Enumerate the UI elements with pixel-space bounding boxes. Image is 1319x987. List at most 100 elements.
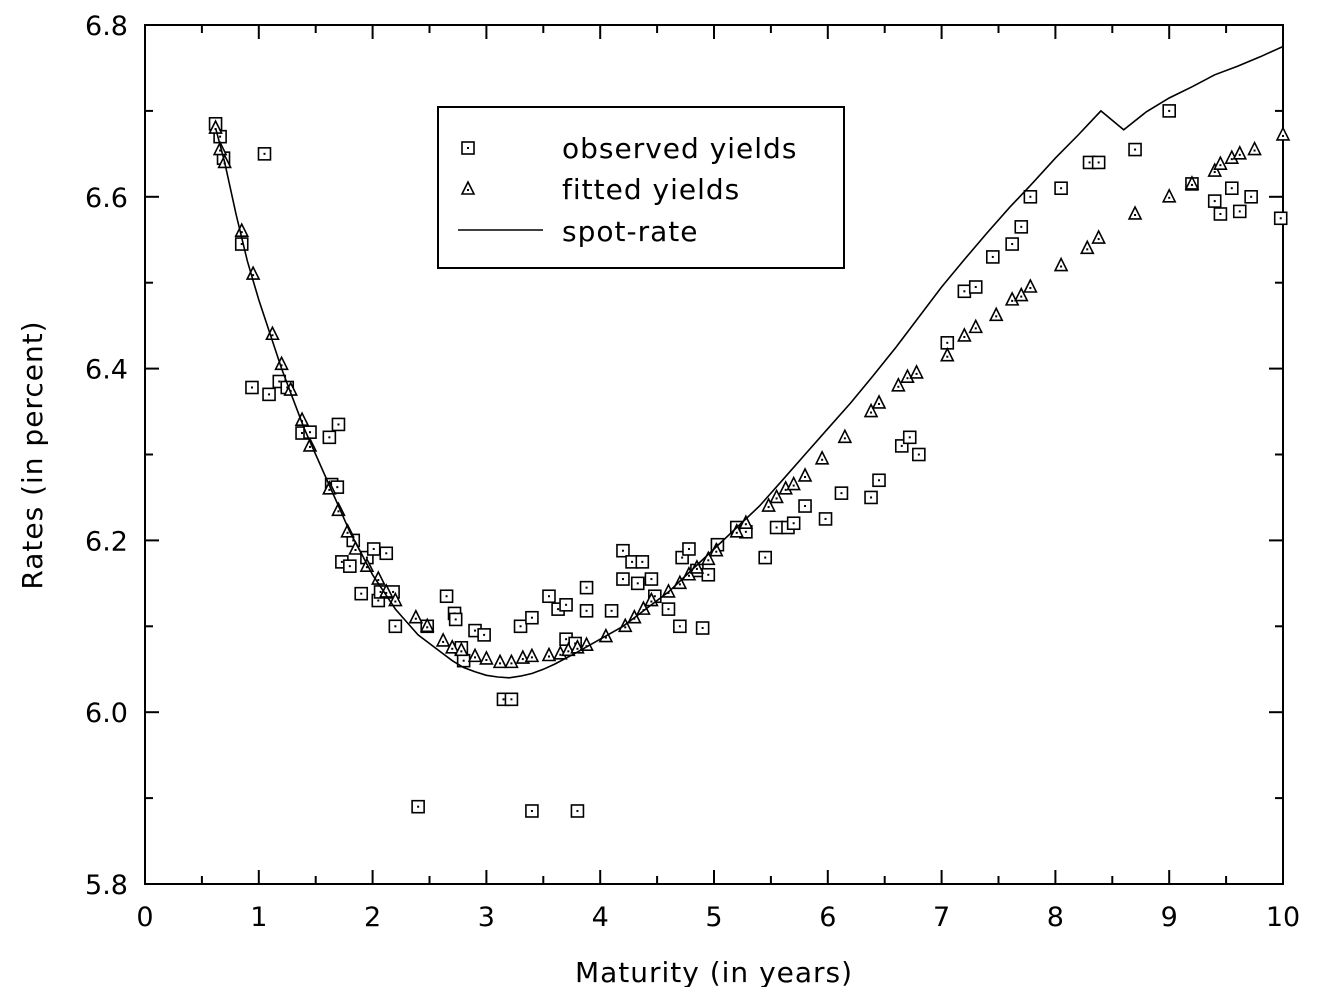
x-tick-label: 5 (705, 902, 722, 933)
observed-point-dot (707, 573, 710, 576)
fitted-point (1207, 162, 1223, 177)
fitted-point (283, 381, 298, 396)
x-tick-label: 7 (933, 902, 950, 933)
observed-point-dot (653, 595, 656, 598)
observed-point-dot (792, 522, 795, 525)
fitted-point (1127, 205, 1143, 220)
observed-point-dot (650, 578, 653, 581)
fitted-point-dot (870, 411, 873, 414)
observed-point-dot (240, 243, 243, 246)
fitted-point-dot (843, 437, 846, 440)
fitted-point (1275, 126, 1291, 141)
observed-point-dot (467, 147, 469, 149)
y-tick-label: 6.2 (85, 526, 128, 557)
fitted-point-dot (735, 531, 738, 534)
y-tick-label: 6.4 (85, 355, 128, 386)
fitted-point (212, 140, 228, 156)
series-spot-rate (214, 45, 1284, 679)
observed-point-dot (392, 590, 395, 593)
fitted-point (294, 411, 310, 426)
fitted-point-dot (1060, 265, 1063, 268)
observed-point-dot (1097, 161, 1100, 164)
fitted-point (1004, 291, 1020, 306)
observed-point-dot (1134, 148, 1137, 151)
observed-point-dot (621, 549, 624, 552)
fitted-point (579, 636, 594, 651)
legend-entry: observed yields (461, 132, 797, 165)
observed-point-dot (1168, 109, 1171, 112)
observed-point-dot (483, 633, 486, 636)
fitted-point-dot (1011, 299, 1014, 302)
observed-point-dot (681, 556, 684, 559)
observed-point-dot (621, 578, 624, 581)
legend-label: observed yields (562, 132, 797, 165)
observed-point-dot (417, 805, 420, 808)
fitted-point (891, 376, 906, 392)
fitted-point-dot (1253, 149, 1256, 152)
fitted-point-dot (426, 626, 429, 629)
fitted-point-dot (995, 315, 998, 318)
spot-rate-line (214, 45, 1284, 679)
observed-point-dot (1250, 195, 1253, 198)
fitted-point-dot (485, 658, 488, 661)
observed-point-dot (372, 547, 375, 550)
observed-point-dot (263, 152, 266, 155)
observed-point-dot (301, 432, 304, 435)
fitted-point-dot (1086, 248, 1089, 251)
x-tick-label: 0 (136, 902, 153, 933)
fitted-point (419, 617, 435, 633)
fitted-point-dot (1097, 238, 1100, 241)
fitted-point (479, 650, 494, 665)
fitted-point (1053, 256, 1069, 272)
observed-point-dot (1088, 161, 1091, 164)
observed-point-dot (631, 560, 634, 563)
observed-point-dot (454, 618, 457, 621)
fitted-point-dot (906, 377, 909, 380)
x-tick-label: 1 (250, 902, 267, 933)
axis-tick-labels: 0 1 2 3 4 5 6 7 8 9 10 5.8 6.0 6.2 6.4 6.6 6.8 (85, 11, 1300, 933)
observed-point-dot (574, 642, 577, 645)
observed-point-dot (744, 530, 747, 533)
fitted-point-dot (897, 385, 900, 388)
observed-point-dot (1011, 243, 1014, 246)
legend: observed yields fitted yields spot-rate (437, 106, 845, 269)
fitted-point (504, 653, 519, 669)
fitted-point-dot (467, 189, 469, 191)
legend-box (437, 106, 845, 269)
fitted-point (1091, 229, 1106, 244)
fitted-point-dot (784, 488, 787, 491)
x-tick-label: 10 (1266, 902, 1300, 933)
fitted-point-dot (567, 650, 570, 653)
fitted-point-dot (530, 656, 533, 659)
fitted-point (701, 550, 716, 566)
fitted-point-dot (521, 658, 524, 661)
fitted-point (1232, 145, 1248, 160)
x-tick-label: 8 (1047, 902, 1064, 933)
fitted-point-dot (1029, 286, 1032, 289)
observed-point-dot (775, 526, 778, 529)
fitted-point (444, 638, 460, 654)
observed-point-dot (340, 560, 343, 563)
fitted-point-dot (963, 335, 966, 338)
fitted-point-dot (1168, 196, 1171, 199)
fitted-point-dot (804, 475, 807, 478)
observed-point-dot (348, 565, 351, 568)
fitted-point (761, 497, 776, 512)
fitted-point-dot (328, 488, 331, 491)
fitted-point-dot (767, 506, 770, 509)
fitted-point-dot (650, 600, 653, 603)
observed-point-dot (519, 625, 522, 628)
fitted-point-dot (252, 274, 255, 277)
legend-label: fitted yields (562, 173, 740, 206)
observed-point-dot (547, 595, 550, 598)
observed-point-dot (667, 608, 670, 611)
fitted-point-dot (377, 579, 380, 582)
fitted-point-dot (1213, 171, 1216, 174)
observed-point-dot (870, 496, 873, 499)
fitted-point (454, 641, 469, 657)
fitted-point-dot (576, 647, 579, 650)
observed-point-dot (908, 436, 911, 439)
x-tick-label: 3 (478, 902, 495, 933)
fitted-point (408, 608, 424, 624)
fitted-point-dot (1190, 183, 1193, 186)
